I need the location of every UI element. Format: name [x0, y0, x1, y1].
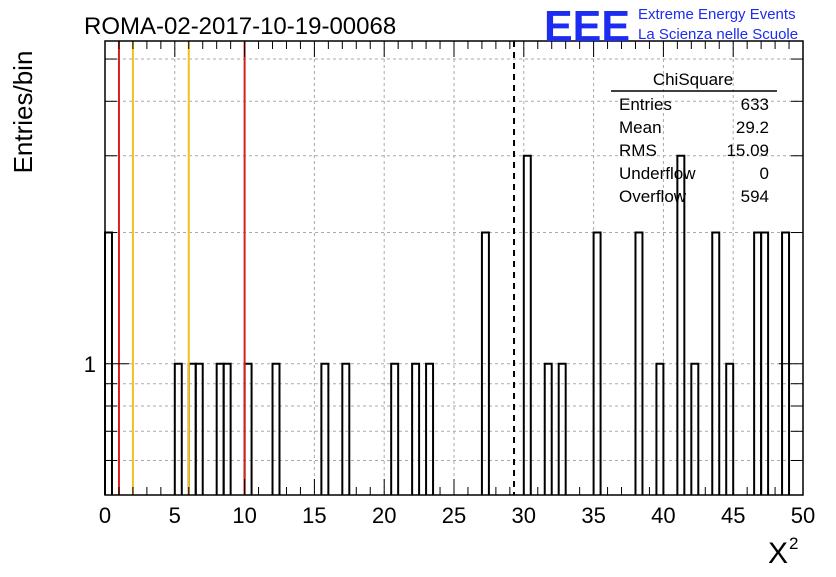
x-axis-label-superscript: 2	[789, 534, 798, 553]
histogram-bin	[320, 362, 330, 495]
histogram-bin	[655, 362, 665, 495]
plot-frame	[104, 40, 804, 496]
stats-value: 29.2	[736, 118, 769, 137]
x-tick-label: 0	[99, 503, 111, 528]
histogram-bin	[341, 362, 351, 495]
x-tick-label: 5	[169, 503, 181, 528]
x-tick-label: 15	[302, 503, 326, 528]
histogram-bin	[634, 231, 644, 495]
histogram-bin	[592, 231, 602, 495]
histogram-bin	[194, 362, 204, 495]
stats-box: ChiSquare Entries 633 Mean 29.2 RMS 15.09 Unde…	[611, 70, 777, 206]
stats-label: Overflow	[619, 187, 687, 206]
x-tick-label: 30	[512, 503, 536, 528]
x-tick-label: 10	[232, 503, 256, 528]
logo-line-1: Extreme Energy Events	[638, 6, 796, 23]
histogram-bin	[222, 362, 232, 495]
stats-value: 0	[760, 164, 769, 183]
histogram-bin	[760, 231, 770, 495]
x-tick-label: 25	[442, 503, 466, 528]
histogram-bin	[522, 154, 532, 495]
x-axis-label: X	[768, 537, 788, 570]
y-tick-label: 1	[84, 352, 96, 377]
histogram-bin	[271, 362, 281, 495]
x-tick-label: 40	[651, 503, 675, 528]
y-axis-label: Entries/bin	[8, 51, 38, 174]
histogram-bin	[411, 362, 421, 495]
stats-value: 633	[741, 95, 769, 114]
y-tick-labels: 1	[84, 352, 96, 377]
histogram-bin	[390, 362, 400, 495]
stats-box-title: ChiSquare	[653, 70, 733, 89]
stats-value: 15.09	[726, 141, 769, 160]
histogram-bin	[173, 362, 183, 495]
histogram-bin	[480, 231, 490, 495]
x-tick-label: 20	[372, 503, 396, 528]
histogram-bin	[725, 362, 735, 495]
stats-value: 594	[741, 187, 769, 206]
axis-ticks	[104, 41, 804, 495]
x-tick-label: 45	[721, 503, 745, 528]
histogram-bin	[690, 362, 700, 495]
histogram-bin	[711, 231, 721, 495]
stats-label: Underflow	[619, 164, 696, 183]
stats-label: Entries	[619, 95, 672, 114]
x-tick-label: 50	[791, 503, 815, 528]
histogram-bin	[425, 362, 435, 495]
histogram-bin	[676, 154, 686, 495]
reference-lines	[117, 41, 516, 495]
histogram-bin	[557, 362, 567, 495]
chart-title: ROMA-02-2017-10-19-00068	[84, 13, 396, 40]
stats-label: RMS	[619, 141, 657, 160]
stats-rows: Entries 633 Mean 29.2 RMS 15.09 Underflow 0 Over…	[619, 95, 769, 206]
stats-label: Mean	[619, 118, 662, 137]
logo-line-2: La Scienza nelle Scuole	[638, 26, 798, 43]
x-tick-labels: 0 5 10 15 20 25 30 35 40 45 50	[99, 503, 815, 528]
histogram-bin	[543, 362, 553, 495]
x-tick-label: 35	[581, 503, 605, 528]
eee-logo: EEE	[544, 2, 630, 51]
